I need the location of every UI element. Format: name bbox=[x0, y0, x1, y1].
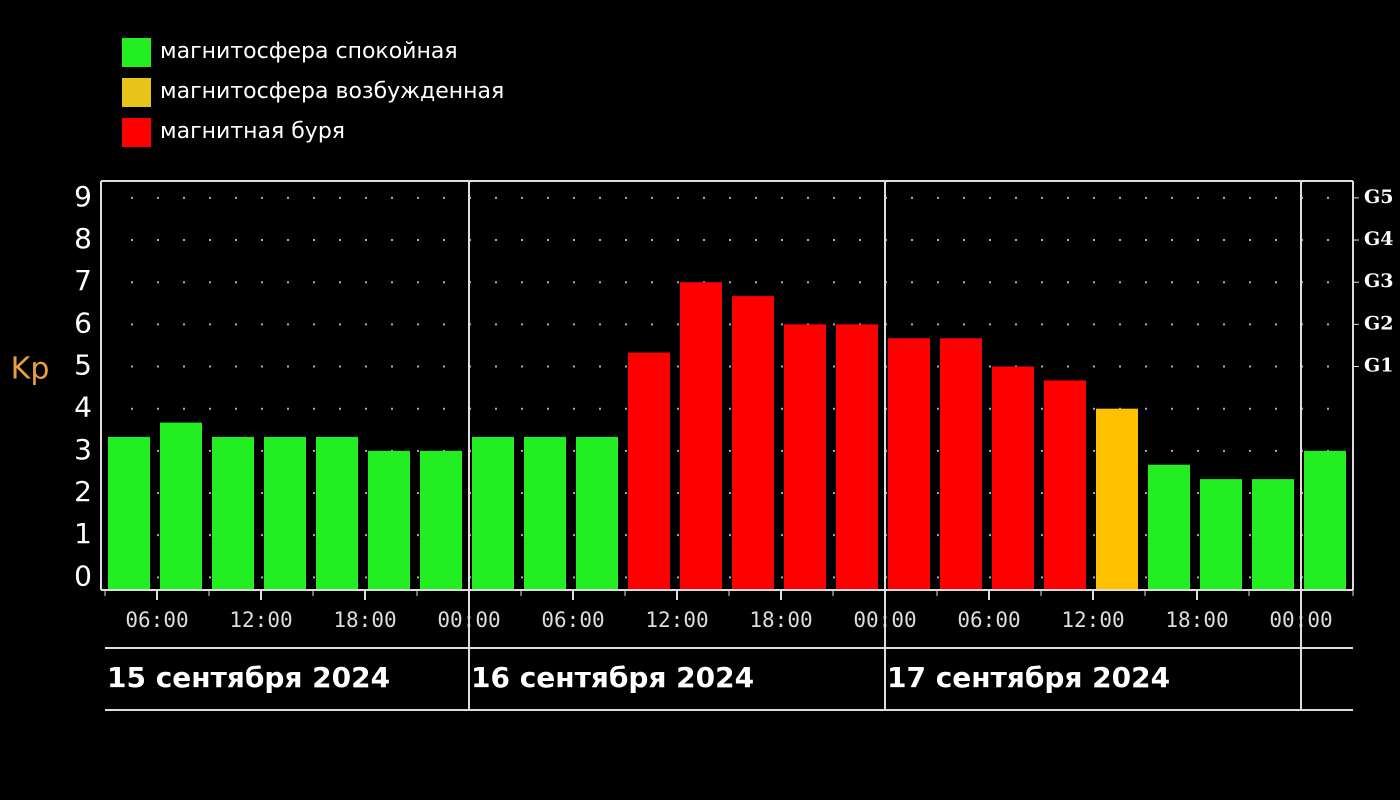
legend-swatch bbox=[122, 78, 151, 107]
legend-label: магнитная буря bbox=[160, 119, 345, 144]
y2-tick-label: G4 bbox=[1364, 228, 1393, 250]
bar bbox=[836, 324, 878, 590]
bar bbox=[940, 338, 982, 590]
bar bbox=[888, 338, 930, 590]
day-label: 17 сентября 2024 bbox=[887, 661, 1170, 694]
y-tick-label: 5 bbox=[74, 349, 92, 382]
y-tick-label: 9 bbox=[74, 180, 92, 213]
x-tick-label: 06:00 bbox=[541, 608, 604, 632]
bar bbox=[368, 450, 410, 590]
y-tick-label: 1 bbox=[74, 517, 92, 550]
x-tick-label: 12:00 bbox=[645, 608, 708, 632]
x-tick-label: 18:00 bbox=[333, 608, 396, 632]
y-tick-label: 6 bbox=[74, 306, 92, 339]
legend-swatch bbox=[122, 38, 151, 67]
y2-tick-label: G2 bbox=[1364, 312, 1393, 334]
x-tick-label: 18:00 bbox=[749, 608, 812, 632]
legend-label: магнитосфера возбужденная bbox=[160, 79, 504, 104]
y-tick-label: 4 bbox=[74, 391, 92, 424]
bar bbox=[784, 324, 826, 590]
bar bbox=[628, 352, 670, 590]
bar bbox=[420, 450, 462, 590]
bar bbox=[212, 436, 254, 590]
bar bbox=[1200, 479, 1242, 590]
bar bbox=[576, 436, 618, 590]
bar bbox=[1304, 450, 1346, 590]
x-tick-label: 06:00 bbox=[957, 608, 1020, 632]
bar bbox=[1148, 464, 1190, 590]
bar bbox=[1044, 380, 1086, 590]
day-label: 15 сентября 2024 bbox=[107, 661, 390, 694]
x-tick-label: 18:00 bbox=[1165, 608, 1228, 632]
y-tick-label: 7 bbox=[74, 264, 92, 297]
x-tick-label: 00:00 bbox=[437, 608, 500, 632]
x-tick-label: 00:00 bbox=[853, 608, 916, 632]
y2-tick-label: G3 bbox=[1364, 270, 1393, 292]
bar bbox=[472, 436, 514, 590]
x-tick-label: 12:00 bbox=[1061, 608, 1124, 632]
y-tick-label: 3 bbox=[74, 433, 92, 466]
y-tick-label: 2 bbox=[74, 475, 92, 508]
bar bbox=[1096, 408, 1138, 590]
x-tick-label: 06:00 bbox=[125, 608, 188, 632]
bar bbox=[524, 436, 566, 590]
bar bbox=[264, 436, 306, 590]
day-label: 16 сентября 2024 bbox=[471, 661, 754, 694]
y-axis-label: Kp bbox=[11, 352, 50, 387]
y2-tick-label: G5 bbox=[1364, 186, 1393, 208]
bar bbox=[316, 436, 358, 590]
y2-tick-label: G1 bbox=[1364, 355, 1393, 377]
legend-swatch bbox=[122, 118, 151, 147]
y-tick-label: 8 bbox=[74, 222, 92, 255]
bar bbox=[108, 436, 150, 590]
x-tick-label: 00:00 bbox=[1269, 608, 1332, 632]
bar bbox=[732, 296, 774, 590]
bar bbox=[992, 366, 1034, 590]
legend-label: магнитосфера спокойная bbox=[160, 39, 458, 64]
bar bbox=[160, 422, 202, 590]
y-tick-label: 0 bbox=[74, 559, 92, 592]
bar bbox=[680, 282, 722, 590]
bar bbox=[1252, 479, 1294, 590]
x-tick-label: 12:00 bbox=[229, 608, 292, 632]
